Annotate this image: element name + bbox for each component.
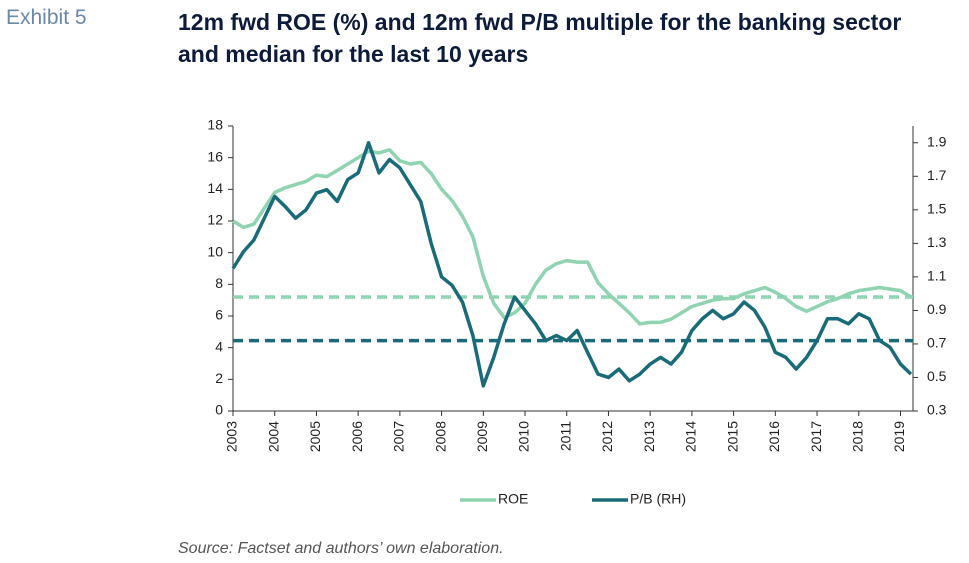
chart-title: 12m fwd ROE (%) and 12m fwd P/B multiple…: [178, 9, 902, 67]
y-tick-label: 8: [215, 275, 223, 291]
x-tick-label: 2008: [432, 421, 448, 452]
y-tick-label: 2: [215, 370, 223, 386]
x-tick-label: 2004: [265, 421, 281, 452]
x-tick-label: 2010: [516, 421, 532, 452]
x-tick-label: 2019: [891, 421, 907, 452]
y2-tick-label: 1.3: [927, 234, 947, 250]
series-line: [231, 141, 913, 388]
y2-tick-label: 1.1: [927, 268, 947, 284]
x-tick-label: 2012: [599, 421, 615, 452]
series-line: [232, 148, 912, 326]
legend-label: P/B (RH): [630, 491, 686, 507]
x-tick-label: 2013: [641, 421, 657, 452]
source-note: Source: Factset and authors’ own elabora…: [178, 540, 504, 557]
y-tick-label: 6: [215, 307, 223, 323]
y-tick-label: 0: [215, 402, 223, 418]
y-tick-label: 14: [207, 180, 223, 196]
y-tick-label: 10: [207, 243, 223, 259]
y2-tick-label: 0.7: [927, 335, 947, 351]
y2-tick-label: 0.9: [927, 301, 947, 317]
x-tick-label: 2009: [474, 421, 490, 452]
y2-tick-label: 1.7: [927, 167, 947, 183]
x-tick-label: 2016: [766, 421, 782, 452]
x-tick-label: 2006: [349, 421, 365, 452]
y2-tick-label: 1.5: [927, 201, 947, 217]
x-tick-label: 2017: [808, 421, 824, 452]
y-tick-label: 12: [207, 212, 223, 228]
y2-tick-label: 0.3: [927, 402, 947, 418]
legend-label: ROE: [498, 491, 528, 507]
x-tick-label: 2007: [391, 421, 407, 452]
x-tick-label: 2018: [849, 421, 865, 452]
x-tick-label: 2015: [724, 421, 740, 452]
x-tick-label: 2003: [224, 421, 240, 452]
x-tick-label: 2014: [683, 421, 699, 452]
exhibit-label: Exhibit 5: [6, 6, 87, 29]
x-tick-label: 2011: [557, 421, 573, 451]
y-tick-label: 16: [207, 148, 223, 164]
y2-tick-label: 1.9: [927, 133, 947, 149]
x-tick-label: 2005: [307, 421, 323, 452]
y-tick-label: 18: [207, 117, 223, 133]
y-tick-label: 4: [215, 338, 223, 354]
y2-tick-label: 0.5: [927, 368, 947, 384]
